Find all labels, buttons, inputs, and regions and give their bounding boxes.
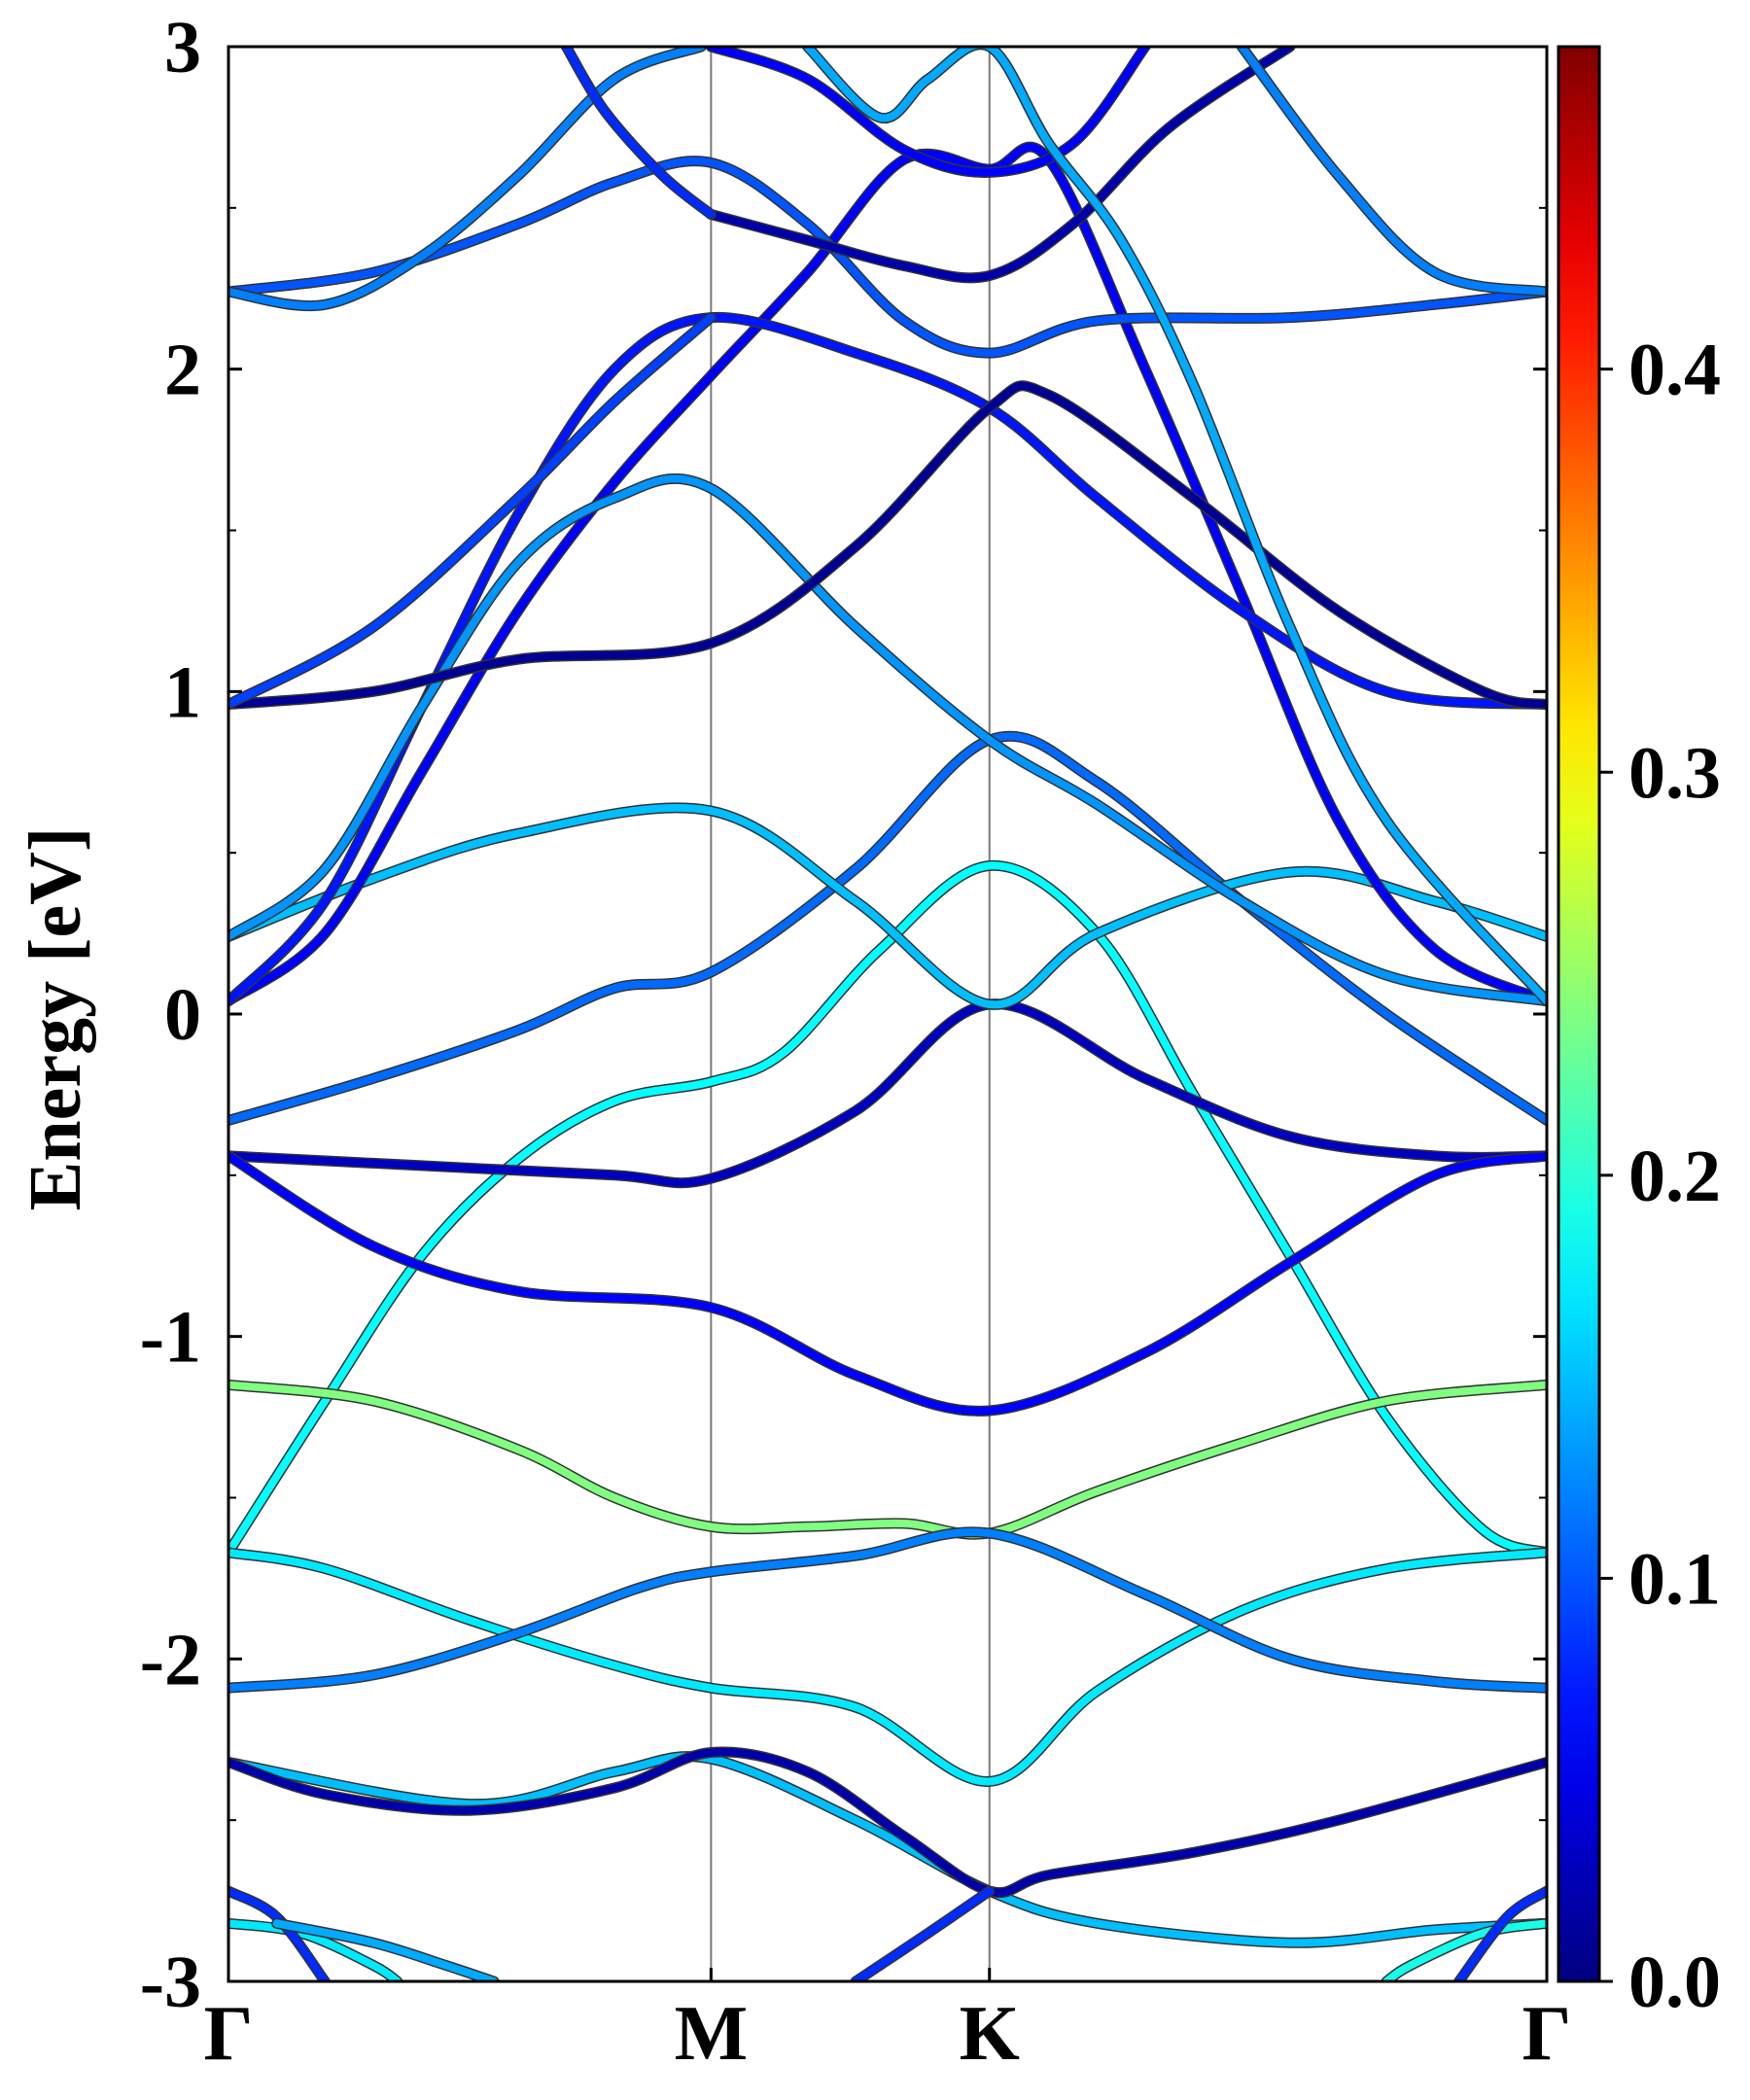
band-line xyxy=(228,157,1547,358)
colorbar-tick-label: 0.0 xyxy=(1628,1942,1721,2023)
plot-border xyxy=(227,45,1549,1983)
band-line xyxy=(1454,1887,1547,1981)
colorbar-tick-label: 0.3 xyxy=(1628,732,1721,814)
colorbar-tick-label: 0.2 xyxy=(1628,1136,1721,1217)
band-line xyxy=(228,1748,1547,1897)
band-line xyxy=(228,732,1547,1125)
band-line xyxy=(228,803,1547,1009)
y-tick-label: -1 xyxy=(140,1297,201,1379)
x-tick-label: Γ xyxy=(1522,1991,1572,2077)
y-tick-label: 1 xyxy=(164,651,201,733)
colorbar-gradient xyxy=(1557,45,1601,1983)
band-line xyxy=(228,1548,1547,1786)
y-tick-label: 0 xyxy=(164,974,201,1056)
y-tick-label: 3 xyxy=(164,7,201,88)
y-tick-label: -3 xyxy=(140,1942,201,2023)
band-line xyxy=(228,999,1547,1187)
band-line xyxy=(228,1151,1547,1416)
band-line-outline xyxy=(228,998,1547,1189)
colorbar-tick-label: 0.4 xyxy=(1628,330,1721,411)
colorbar-tick-label: 0.1 xyxy=(1628,1538,1721,1620)
band-line-outline xyxy=(1236,47,1547,298)
band-line xyxy=(228,1919,402,1981)
band-line xyxy=(707,47,1149,177)
y-axis-label: Energy [eV] xyxy=(15,827,96,1211)
band-line xyxy=(707,47,1294,282)
band-line xyxy=(228,381,1547,709)
band-line xyxy=(562,47,716,219)
band-line-outline xyxy=(228,1150,1547,1417)
band-line xyxy=(1382,1919,1547,1981)
band-line xyxy=(228,1381,1547,1539)
band-line xyxy=(228,47,706,310)
bands-layer xyxy=(228,47,1547,1981)
y-tick-label: -2 xyxy=(140,1619,201,1700)
band-line-outline xyxy=(228,1751,1547,1948)
band-line xyxy=(228,1887,330,1981)
band-line xyxy=(228,1527,1547,1693)
colorbar: 0.0 0.1 0.2 0.3 0.4 xyxy=(1557,45,1721,2023)
band-line xyxy=(1238,47,1547,297)
band-line xyxy=(228,1752,1547,1947)
band-line xyxy=(228,474,1547,1005)
x-tick-label: Γ xyxy=(204,1991,254,2077)
y-tick-label: 2 xyxy=(164,330,201,411)
x-tick-label: K xyxy=(960,1991,1020,2077)
band-line xyxy=(228,313,716,709)
band-line xyxy=(228,861,1547,1557)
band-line xyxy=(272,1919,498,1981)
band-line xyxy=(852,1887,994,1981)
plot-frame xyxy=(227,45,1549,1983)
y-axis: 3 2 1 0 -1 -2 -3 xyxy=(140,7,1547,2023)
band-line xyxy=(803,47,1547,1005)
band-line-outline xyxy=(228,859,1547,1558)
x-tick-label: M xyxy=(675,1991,749,2077)
